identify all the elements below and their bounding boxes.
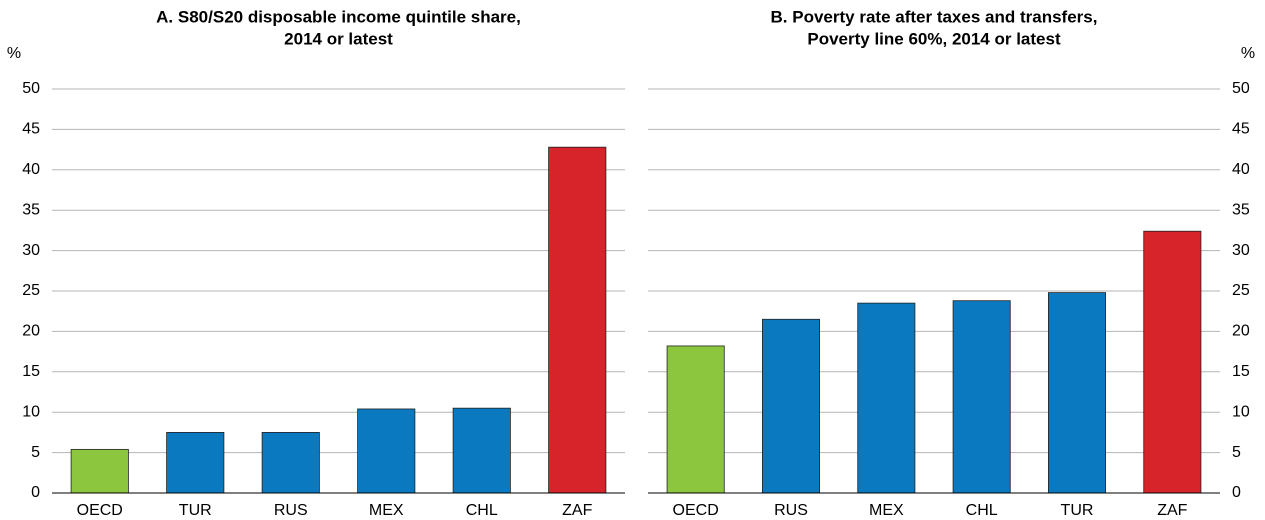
x-tick-label: ZAF (1157, 502, 1187, 519)
bar (762, 318, 821, 494)
y-tick-label: 45 (22, 121, 40, 138)
y-tick-label: 30 (1232, 242, 1250, 259)
bar (1048, 292, 1107, 494)
x-tick-label: MEX (869, 502, 904, 519)
x-tick-label: ZAF (562, 502, 592, 519)
bar (548, 146, 607, 494)
bar (261, 431, 320, 494)
bar (452, 407, 511, 494)
x-tick-label: MEX (369, 502, 404, 519)
y-tick-label: 50 (1232, 80, 1250, 97)
y-tick-label: 40 (1232, 161, 1250, 178)
y-tick-label: 5 (1232, 444, 1241, 461)
y-tick-label: 0 (31, 484, 40, 501)
bar (357, 408, 416, 494)
chart-title: B. Poverty rate after taxes and transfer… (771, 7, 1098, 26)
y-tick-label: 20 (22, 323, 40, 340)
y-tick-label: 10 (1232, 403, 1250, 420)
x-tick-label: OECD (77, 502, 123, 519)
y-tick-label: 5 (31, 444, 40, 461)
x-tick-label: OECD (673, 502, 719, 519)
y-tick-label: 35 (22, 201, 40, 218)
y-axis-label: % (1241, 45, 1255, 62)
bar (857, 302, 916, 494)
bar (70, 448, 129, 494)
y-tick-label: 30 (22, 242, 40, 259)
y-tick-label: 40 (22, 161, 40, 178)
y-tick-label: 0 (1232, 484, 1241, 501)
chart-title: Poverty line 60%, 2014 or latest (807, 29, 1061, 48)
y-tick-label: 50 (22, 80, 40, 97)
x-tick-label: CHL (466, 502, 498, 519)
y-tick-label: 15 (22, 363, 40, 380)
x-tick-label: TUR (1061, 502, 1094, 519)
y-tick-label: 25 (1232, 282, 1250, 299)
bar (666, 345, 725, 494)
bar (952, 300, 1011, 494)
y-axis-label: % (7, 45, 21, 62)
x-tick-label: RUS (774, 502, 808, 519)
y-tick-label: 25 (22, 282, 40, 299)
bar (1143, 230, 1202, 494)
chart-title: 2014 or latest (284, 29, 393, 48)
y-tick-label: 15 (1232, 363, 1250, 380)
y-tick-label: 35 (1232, 201, 1250, 218)
x-tick-label: RUS (274, 502, 308, 519)
x-tick-label: TUR (179, 502, 212, 519)
y-tick-label: 45 (1232, 121, 1250, 138)
x-tick-label: CHL (966, 502, 998, 519)
chart-title: A. S80/S20 disposable income quintile sh… (156, 7, 521, 26)
y-tick-label: 20 (1232, 323, 1250, 340)
y-tick-label: 10 (22, 403, 40, 420)
bar (166, 431, 225, 494)
